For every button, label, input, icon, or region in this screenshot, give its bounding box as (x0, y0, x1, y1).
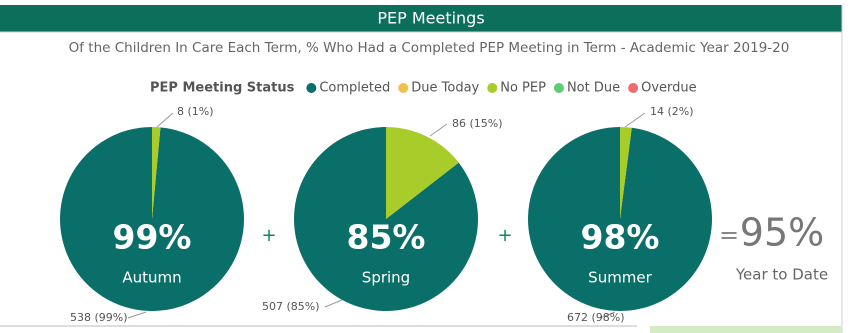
data-label: 86 (15%) (452, 117, 503, 130)
legend: PEP Meeting Status Completed Due Today No P… (150, 81, 697, 96)
term-label: Spring (362, 269, 410, 287)
pie-slice (620, 127, 632, 219)
leader-line (624, 112, 646, 128)
title: PEP Meetings (377, 9, 484, 28)
data-label: 14 (2%) (650, 105, 694, 118)
center-value: 85% (347, 218, 426, 257)
pie-slice (527, 127, 712, 312)
operator: = (719, 221, 739, 249)
legend-label: Overdue (641, 81, 697, 96)
legend-swatch (553, 83, 564, 93)
legend-swatch (306, 83, 317, 93)
term-label: Autumn (122, 269, 181, 287)
summary-value: 95% (740, 211, 824, 255)
leader-line (127, 311, 147, 319)
legend-swatch (487, 83, 498, 93)
summary-label: Year to Date (735, 266, 828, 284)
operator: + (497, 225, 512, 246)
legend-swatch (628, 83, 639, 93)
pie-slice (386, 127, 459, 219)
leader-line (429, 123, 448, 137)
legend-label: Completed (319, 81, 390, 96)
operator: + (261, 225, 276, 246)
charts: 538 (99%) 8 (1%) 99% Autumn 507 (85%) 86 (15%… (59, 105, 828, 324)
legend-label: Due Today (411, 81, 479, 96)
legend-swatch (398, 83, 409, 93)
center-value: 99% (113, 218, 192, 257)
data-label: 538 (99%) (70, 311, 128, 324)
legend-label: No PEP (500, 81, 546, 96)
pie-slice (152, 127, 161, 219)
pie-slice (59, 127, 244, 311)
legend-label: Not Due (567, 81, 620, 96)
data-label: 507 (85%) (262, 300, 320, 313)
subtitle: Of the Children In Care Each Term, % Who… (69, 40, 790, 56)
title-bar (0, 5, 842, 32)
legend-title: PEP Meeting Status (150, 81, 295, 96)
leader-line (156, 112, 174, 128)
term-label: Summer (588, 269, 652, 287)
panel-edge (650, 326, 842, 333)
data-label: 672 (98%) (567, 311, 625, 324)
leader-line (324, 299, 343, 308)
data-label: 8 (1%) (177, 105, 214, 118)
leader-line (599, 311, 616, 319)
center-value: 98% (581, 218, 660, 257)
